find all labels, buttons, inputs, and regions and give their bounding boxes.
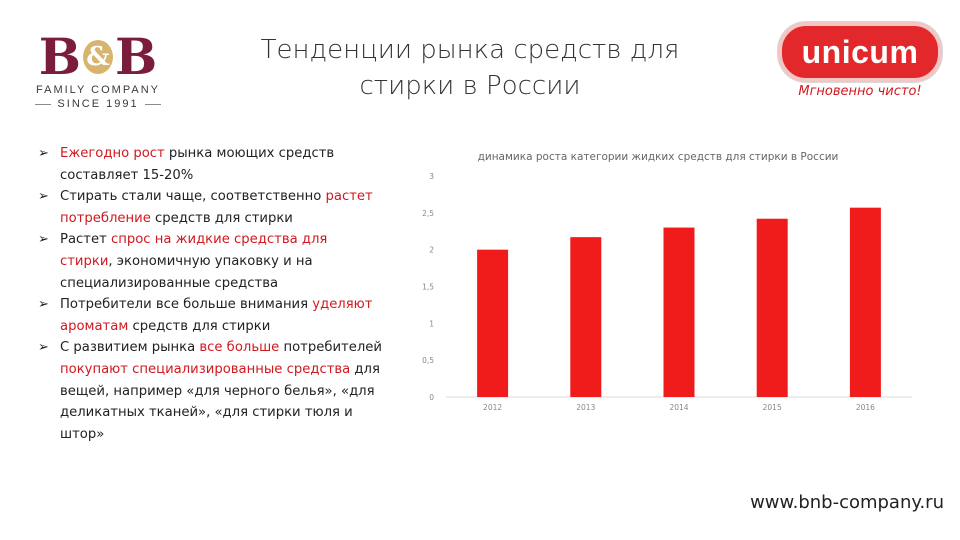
bullet-text: С развитием рынка: [60, 340, 200, 356]
bullet-arrow-icon: ➢: [38, 232, 49, 248]
bullet-highlight: растет потребление: [60, 189, 373, 226]
y-tick-label: 1: [429, 319, 434, 328]
chart-svg: динамика роста категории жидких средств …: [422, 151, 912, 412]
logo-ampersand: &: [83, 40, 113, 74]
bullet-highlight: все больше: [199, 340, 280, 356]
bar-chart: динамика роста категории жидких средств …: [400, 140, 930, 430]
slide-title: Тенденции рынка средств для стирки в Рос…: [200, 32, 740, 104]
bullet-highlight: уделяют ароматам: [60, 297, 373, 334]
logo-since-text: SINCE 1991: [57, 98, 139, 110]
unicum-tagline: Мгновенно чисто!: [798, 84, 922, 99]
bullet-arrow-icon: ➢: [38, 146, 49, 161]
bar-2016: [849, 207, 881, 397]
logo-letter-b2: B: [115, 27, 158, 86]
bullet-text: Растет: [60, 232, 111, 248]
bullet-text: , экономичную упаковку и на специализиро…: [60, 253, 313, 291]
logo-rule-right: [144, 103, 161, 105]
bullet-text: средств для стирки: [150, 210, 293, 226]
unicum-logo: unicum: [778, 22, 942, 82]
bnb-monogram: B & B: [32, 22, 164, 82]
bullet-highlight: Ежегодно рост: [60, 146, 165, 161]
unicum-brand: unicum: [801, 34, 919, 70]
slide-title-line1: Тенденции рынка средств для: [260, 35, 680, 65]
bullet-arrow-icon: ➢: [38, 340, 49, 356]
logo-since: SINCE 1991: [32, 98, 164, 110]
bullet-item: ➢ Ежегодно рост рынка моющих средств сост…: [38, 143, 383, 186]
bnb-logo: B & B FAMILY COMPANY SINCE 1991: [32, 22, 164, 122]
y-tick-label: 0: [429, 393, 434, 402]
slide-title-line2: стирки в России: [359, 71, 581, 101]
y-tick-label: 1,5: [422, 283, 434, 292]
y-tick-label: 0,5: [422, 356, 434, 365]
logo-rule-left: [35, 103, 52, 105]
x-tick-label: 2012: [483, 403, 502, 412]
bullet-text: Стирать стали чаще, соответственно: [60, 189, 326, 205]
bullet-item: ➢ Потребители все больше внимания уделяют…: [38, 294, 383, 337]
bullet-highlight: покупают специализированные средства: [60, 361, 351, 377]
x-tick-label: 2016: [856, 403, 875, 412]
bullet-text: средств для стирки: [128, 318, 271, 334]
bullet-text: рынка моющих средств составляет 15-20%: [60, 146, 335, 183]
logo-letter-b1: B: [38, 27, 81, 86]
bullet-highlight: спрос на жидкие средства для стирки: [60, 232, 328, 269]
bullet-text: Потребители все больше внимания: [60, 297, 313, 313]
bullet-arrow-icon: ➢: [38, 189, 49, 205]
chart-title: динамика роста категории жидких средств …: [478, 151, 839, 163]
y-tick-label: 2,5: [422, 209, 434, 218]
bar-2015: [756, 218, 788, 397]
website-url[interactable]: www.bnb-company.ru: [750, 492, 944, 513]
bullet-item: ➢ Стирать стали чаще, соответственно раст…: [38, 186, 383, 229]
bullet-text: потребителей: [279, 340, 382, 356]
y-tick-label: 2: [429, 246, 434, 255]
x-tick-label: 2014: [669, 403, 688, 412]
bar-2014: [663, 227, 695, 397]
x-tick-label: 2013: [576, 403, 595, 412]
x-tick-label: 2015: [763, 403, 782, 412]
bar-2013: [570, 237, 602, 397]
logo-family-company: FAMILY COMPANY: [36, 84, 160, 96]
bullet-text: для вещей, например «для черного белья»,…: [60, 361, 380, 442]
bullet-arrow-icon: ➢: [38, 297, 49, 313]
y-tick-label: 3: [429, 172, 434, 181]
bullet-item: ➢ С развитием рынка все больше потребител…: [38, 337, 383, 445]
bullet-list: ➢ Ежегодно рост рынка моющих средств сост…: [38, 143, 383, 445]
bar-2012: [477, 249, 509, 397]
bullet-item: ➢ Растет спрос на жидкие средства для сти…: [38, 229, 383, 294]
